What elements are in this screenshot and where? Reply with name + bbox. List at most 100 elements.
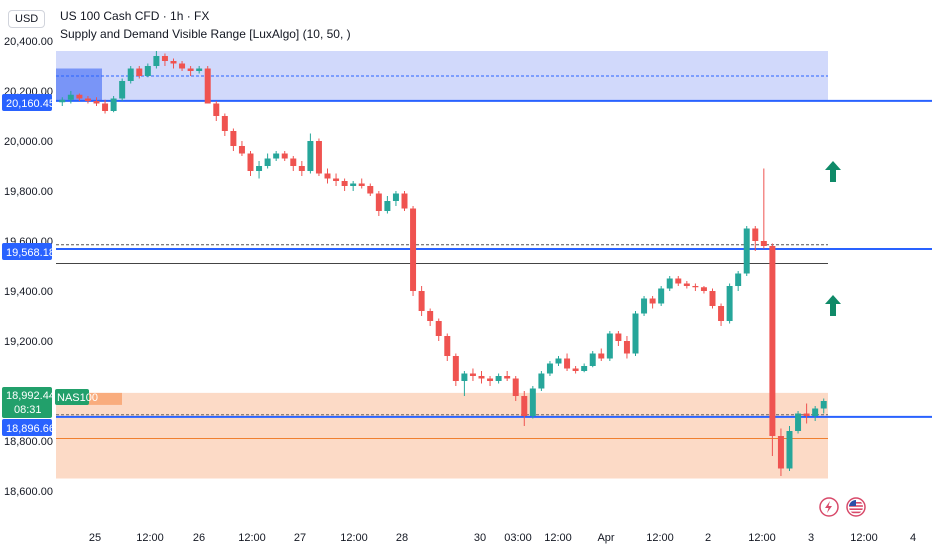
candle xyxy=(410,206,417,296)
candle xyxy=(102,99,109,114)
candle xyxy=(179,61,186,71)
time-tick-label: 25 xyxy=(89,532,101,544)
candle xyxy=(187,66,194,76)
candle-body xyxy=(820,401,827,409)
level-tag-bottom: 18,896.66 xyxy=(2,419,55,436)
candle-body xyxy=(777,436,784,469)
candle-body xyxy=(119,81,126,99)
candle xyxy=(110,96,117,113)
candle xyxy=(221,113,228,136)
candle xyxy=(144,63,151,78)
candle-body xyxy=(367,186,374,194)
candle-body xyxy=(735,273,742,286)
candle-body xyxy=(102,103,109,111)
us-flag-icon[interactable] xyxy=(846,497,866,517)
time-tick-label: 4 xyxy=(910,532,916,544)
candle xyxy=(290,156,297,171)
candle-body xyxy=(84,98,91,101)
time-axis[interactable]: 25 12:00 26 12:00 27 12:00 28 30 03:00 12:00 Apr 12… xyxy=(89,532,916,544)
candle-body xyxy=(281,153,288,159)
candle-body xyxy=(675,278,682,284)
candle xyxy=(743,226,750,276)
candle-body xyxy=(795,413,802,431)
candle xyxy=(418,286,425,316)
time-tick-label: 12:00 xyxy=(238,532,266,544)
candle-body xyxy=(179,63,186,69)
candle-body xyxy=(170,61,177,64)
candle xyxy=(692,283,699,291)
candle-body xyxy=(358,183,365,186)
candle-body xyxy=(384,201,391,211)
candle-body xyxy=(127,68,134,81)
time-tick-label: Apr xyxy=(597,532,614,544)
candle xyxy=(683,281,690,289)
candle xyxy=(264,153,271,169)
time-tick-label: 12:00 xyxy=(646,532,674,544)
candle xyxy=(700,286,707,294)
chart-title[interactable]: US 100 Cash CFD · 1h · FX xyxy=(60,9,210,23)
symbol-tag: NAS100 xyxy=(55,389,98,405)
candle-body xyxy=(726,286,733,321)
candle xyxy=(598,348,605,361)
currency-label[interactable]: USD xyxy=(8,10,46,28)
candle xyxy=(67,91,74,104)
candle xyxy=(487,376,494,386)
candle-body xyxy=(700,287,707,291)
candle-body xyxy=(478,376,485,379)
price-tick-label: 19,200.00 xyxy=(4,336,53,348)
price-tick-label: 20,000.00 xyxy=(4,136,53,148)
candle xyxy=(324,168,331,184)
candle-body xyxy=(487,378,494,381)
indicator-label[interactable]: Supply and Demand Visible Range [LuxAlgo… xyxy=(60,27,351,41)
candle-body xyxy=(307,141,314,171)
candle-body xyxy=(495,376,502,381)
price-tick-label: 19,400.00 xyxy=(4,286,53,298)
candle xyxy=(521,391,528,426)
candle-body xyxy=(572,368,579,371)
up-arrow-icon xyxy=(825,161,841,182)
candle-body xyxy=(213,103,220,116)
candle xyxy=(786,426,793,471)
candle-body xyxy=(221,116,228,131)
candle-body xyxy=(598,353,605,359)
candle xyxy=(247,151,254,176)
level-tag-top: 20,160.45 xyxy=(2,94,55,111)
candle xyxy=(495,373,502,384)
candle-body xyxy=(546,363,553,374)
candle xyxy=(589,351,596,368)
candle-body xyxy=(273,153,280,159)
candle-body xyxy=(555,358,562,364)
time-tick-label: 27 xyxy=(294,532,306,544)
candle xyxy=(461,371,468,396)
candle xyxy=(735,271,742,291)
candle-body xyxy=(718,306,725,321)
time-tick-label: 30 xyxy=(474,532,486,544)
candle xyxy=(452,353,459,386)
countdown-text: 08:31 xyxy=(14,404,42,416)
candle-body xyxy=(444,336,451,356)
candle-body xyxy=(392,193,399,201)
candle xyxy=(298,161,305,176)
candle xyxy=(401,191,408,211)
candle-body xyxy=(247,153,254,171)
candle-body xyxy=(589,353,596,366)
candle xyxy=(307,133,314,174)
candle xyxy=(273,151,280,161)
lightning-icon[interactable] xyxy=(819,497,839,517)
candle xyxy=(213,101,220,121)
candle-body xyxy=(67,94,74,100)
candle-body xyxy=(204,68,211,104)
candle xyxy=(675,276,682,286)
candle-body xyxy=(256,166,263,171)
candle xyxy=(170,58,177,69)
candle xyxy=(546,361,553,376)
candle-body xyxy=(110,98,117,111)
candle xyxy=(350,181,357,191)
candle xyxy=(606,331,613,361)
price-tick-label: 18,800.00 xyxy=(4,436,53,448)
level-tag-bottom-text: 18,896.66 xyxy=(6,423,55,435)
candle xyxy=(777,428,784,476)
candle xyxy=(718,303,725,326)
candle xyxy=(512,376,519,401)
